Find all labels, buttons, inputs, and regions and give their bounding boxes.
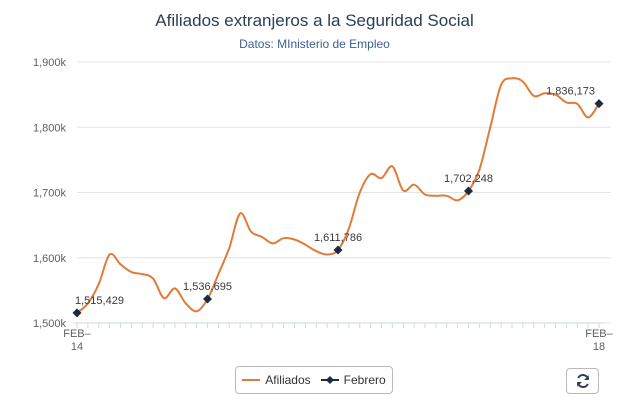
febrero-marker	[333, 245, 343, 255]
febrero-marker	[594, 99, 604, 109]
y-tick-label: 1,700k	[33, 188, 67, 200]
legend-item-febrero[interactable]: Febrero	[320, 373, 386, 387]
febrero-marker	[464, 186, 473, 196]
data-label: 1,702,248	[444, 173, 493, 185]
data-label: 1,611,786	[314, 232, 362, 244]
refresh-icon	[576, 373, 589, 389]
febrero-marker	[72, 308, 82, 318]
y-tick-label: 1,600k	[33, 253, 67, 265]
x-tick-label: FEB– 14	[63, 328, 91, 353]
series-line-afiliados	[76, 77, 600, 314]
febrero-marker	[203, 294, 212, 304]
y-tick-label: 1,900k	[33, 57, 67, 69]
legend-item-afiliados[interactable]: Afiliados	[242, 373, 311, 387]
legend-diamond-icon	[320, 376, 339, 384]
legend-label-febrero: Febrero	[343, 373, 386, 387]
data-label: 1,536,695	[183, 281, 232, 293]
y-tick-label: 1,500k	[33, 318, 67, 330]
data-label: 1,515,429	[75, 295, 124, 307]
legend-label-afiliados: Afiliados	[265, 373, 311, 387]
chart-subtitle: Datos: MInisterio de Empleo	[239, 37, 390, 51]
legend[interactable]: Afiliados Febrero	[235, 366, 393, 394]
legend-line-icon	[242, 379, 261, 381]
x-tick-label: FEB– 18	[585, 328, 613, 353]
refresh-button[interactable]	[566, 368, 599, 394]
data-label: 1,836,173	[546, 86, 595, 98]
chart-title: Afiliados extranjeros a la Seguridad Soc…	[155, 11, 474, 30]
y-tick-label: 1,800k	[33, 122, 67, 134]
